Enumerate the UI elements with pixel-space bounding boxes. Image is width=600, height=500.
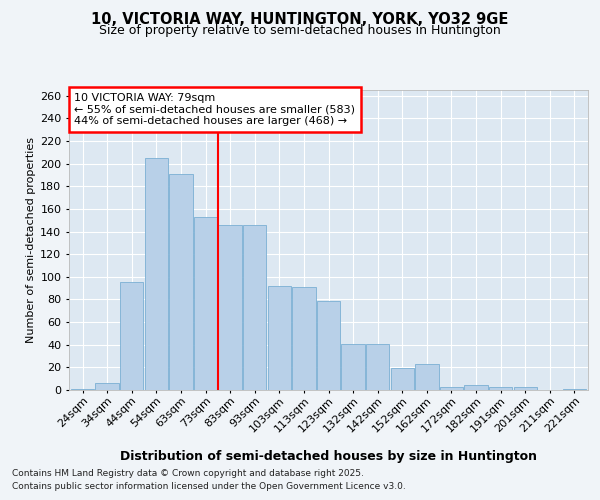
Bar <box>292 287 316 390</box>
Bar <box>268 286 291 390</box>
Bar <box>120 282 143 390</box>
Bar <box>194 217 217 390</box>
Bar <box>563 389 586 390</box>
Text: Distribution of semi-detached houses by size in Huntington: Distribution of semi-detached houses by … <box>121 450 538 463</box>
Bar <box>464 386 488 390</box>
Text: 10, VICTORIA WAY, HUNTINGTON, YORK, YO32 9GE: 10, VICTORIA WAY, HUNTINGTON, YORK, YO32… <box>91 12 509 28</box>
Bar <box>317 300 340 390</box>
Text: Size of property relative to semi-detached houses in Huntington: Size of property relative to semi-detach… <box>99 24 501 37</box>
Bar <box>415 364 439 390</box>
Bar <box>218 224 242 390</box>
Bar <box>391 368 414 390</box>
Bar <box>71 389 94 390</box>
Text: Contains HM Land Registry data © Crown copyright and database right 2025.: Contains HM Land Registry data © Crown c… <box>12 468 364 477</box>
Text: 10 VICTORIA WAY: 79sqm
← 55% of semi-detached houses are smaller (583)
44% of se: 10 VICTORIA WAY: 79sqm ← 55% of semi-det… <box>74 93 355 126</box>
Bar <box>489 386 512 390</box>
Y-axis label: Number of semi-detached properties: Number of semi-detached properties <box>26 137 36 343</box>
Bar <box>145 158 168 390</box>
Bar <box>95 383 119 390</box>
Bar <box>514 386 537 390</box>
Bar <box>341 344 365 390</box>
Bar <box>243 224 266 390</box>
Text: Contains public sector information licensed under the Open Government Licence v3: Contains public sector information licen… <box>12 482 406 491</box>
Bar <box>440 386 463 390</box>
Bar <box>366 344 389 390</box>
Bar <box>169 174 193 390</box>
